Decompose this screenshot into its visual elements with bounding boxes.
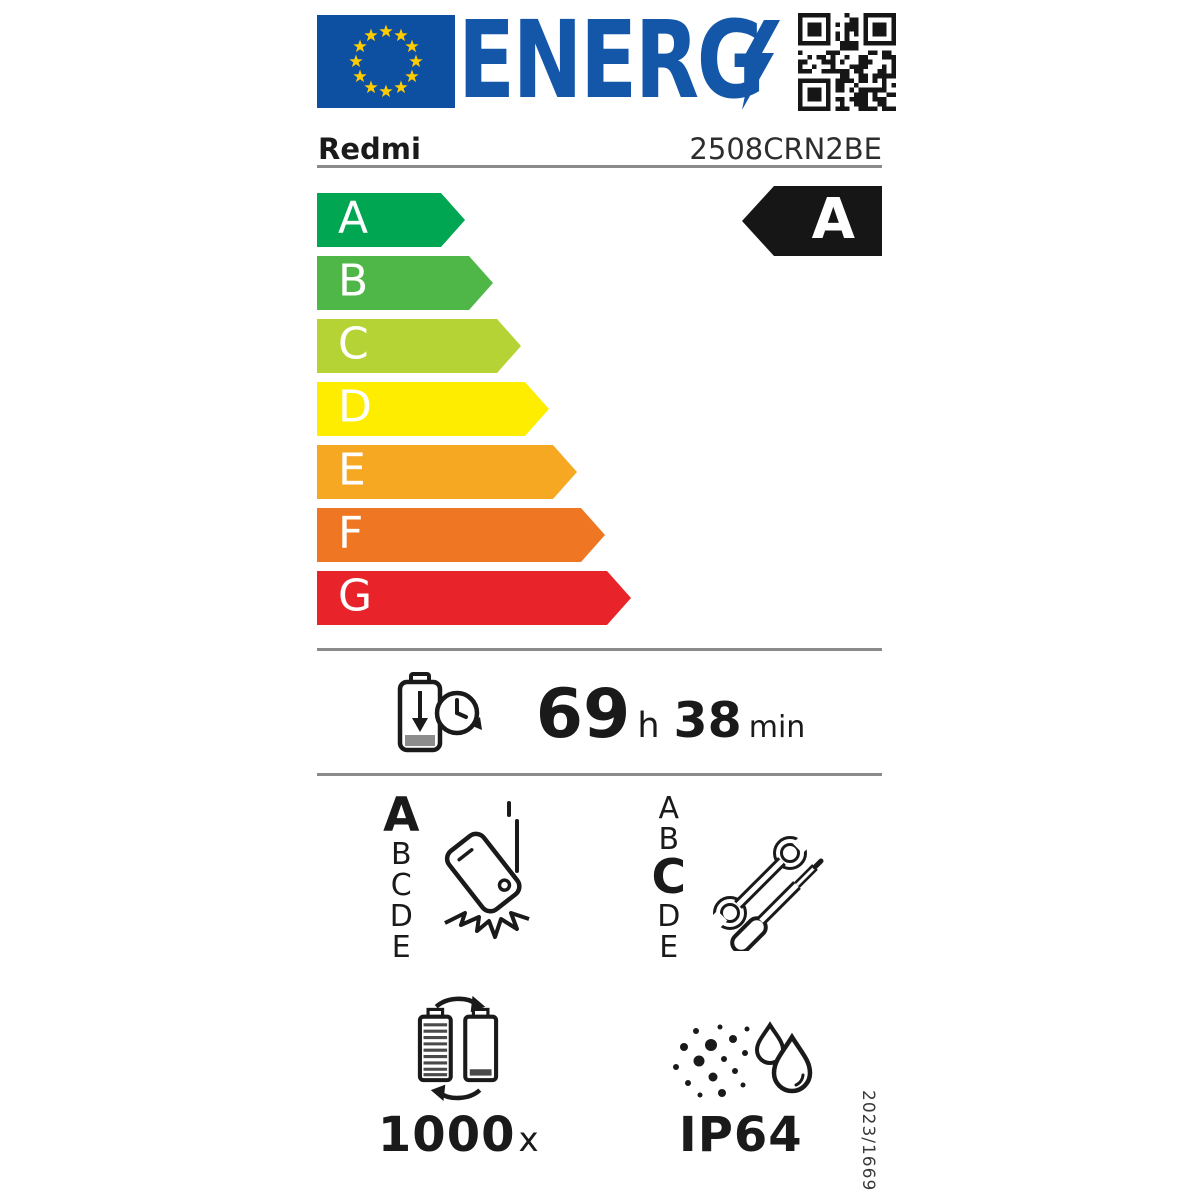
model-number: 2508CRN2BE bbox=[689, 132, 882, 166]
class-letter-D: D bbox=[389, 899, 413, 934]
endurance-value: 69 h 38 min bbox=[536, 675, 806, 754]
bottom-section: 1000 x IP64 bbox=[317, 994, 883, 1163]
battery-clock-icon bbox=[397, 672, 482, 753]
endurance-hours-unit: h bbox=[637, 705, 660, 746]
energy-class-letter: E bbox=[338, 444, 366, 496]
cycles-number: 1000 bbox=[377, 1107, 516, 1163]
endurance-minutes: 38 bbox=[673, 691, 742, 749]
class-letter-A-selected: A bbox=[383, 788, 420, 843]
energy-class-row-E: E bbox=[317, 445, 577, 499]
ip-rating: IP64 bbox=[679, 1107, 803, 1163]
energ-logo-text: ENERG bbox=[458, 0, 765, 123]
regulation-reference: 2023/1669 bbox=[858, 1090, 878, 1192]
energy-class-letter: G bbox=[338, 570, 373, 622]
divider bbox=[317, 773, 882, 776]
dust-particles bbox=[672, 1024, 750, 1098]
energy-class-letter: D bbox=[338, 381, 372, 433]
class-letter-B: B bbox=[658, 822, 680, 857]
dust-water-icon bbox=[672, 1021, 813, 1098]
ingress-protection: IP64 bbox=[600, 994, 883, 1163]
eu-flag-icon bbox=[317, 15, 455, 108]
class-letter-E: E bbox=[391, 930, 411, 965]
repair-tools-icon bbox=[704, 831, 824, 951]
energy-class-row-C: C bbox=[317, 319, 521, 373]
class-letter-E: E bbox=[659, 930, 679, 965]
energy-class-letter: B bbox=[338, 255, 369, 307]
cycles-unit: x bbox=[518, 1120, 539, 1160]
class-letter-D: D bbox=[657, 899, 681, 934]
energy-class-letter: C bbox=[338, 318, 369, 370]
energy-class-row-F: F bbox=[317, 508, 605, 562]
battery-cycles: 1000 x bbox=[317, 994, 600, 1163]
battery-cycle-icon bbox=[418, 995, 499, 1101]
class-letter-C: C bbox=[390, 868, 412, 903]
rated-class-arrow: A bbox=[742, 186, 882, 256]
divider bbox=[317, 165, 882, 168]
class-letter-A: A bbox=[658, 791, 680, 826]
divider bbox=[317, 648, 882, 651]
endurance-hours: 69 bbox=[535, 674, 631, 754]
lightning-bolt-icon bbox=[739, 20, 780, 110]
battery-endurance: 69 h 38 min bbox=[317, 664, 882, 764]
energy-class-row-D: D bbox=[317, 382, 549, 436]
energy-class-row-G: G bbox=[317, 571, 631, 625]
ip-rating-value: IP64 bbox=[678, 1107, 803, 1163]
brand-name: Redmi bbox=[318, 132, 421, 166]
falling-phone-icon bbox=[444, 801, 530, 939]
qr-code-icon bbox=[798, 13, 896, 111]
energy-class-row-B: B bbox=[317, 256, 493, 310]
battery-cycles-value: 1000 x bbox=[378, 1107, 539, 1163]
class-letter-C-selected: C bbox=[651, 850, 687, 905]
class-letter-B: B bbox=[390, 837, 412, 872]
energy-class-row-A: A bbox=[317, 193, 465, 247]
endurance-minutes-unit: min bbox=[748, 709, 806, 745]
energy-class-letter: F bbox=[338, 507, 364, 559]
eu-stars-icon bbox=[349, 24, 423, 98]
energy-class-letter: A bbox=[338, 192, 369, 244]
rated-class-letter: A bbox=[811, 187, 855, 253]
